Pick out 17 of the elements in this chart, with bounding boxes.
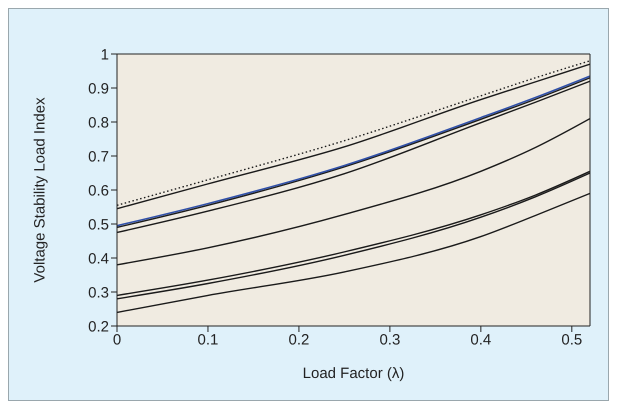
x-tick-label: 0 [112,332,122,349]
y-tick-label: 0.7 [88,148,109,166]
x-tick-label: 0.3 [379,332,400,349]
y-tick-label: 0.8 [88,114,109,132]
y-tick-label: 0.3 [88,284,109,302]
y-tick-label: 0.9 [88,80,109,98]
y-tick-label: 0.5 [88,216,109,234]
y-tick-label: 0.4 [88,250,109,268]
y-tick-label: 0.2 [88,318,109,336]
x-tick-label: 0.4 [470,332,492,349]
x-axis-title: Load Factor (λ) [302,365,404,382]
x-tick-label: 0.1 [198,332,218,349]
y-axis-title: Voltage Stability Load Index [31,96,48,283]
y-tick-label: 1 [100,46,109,64]
y-tick-label: 0.6 [88,182,109,200]
x-tick-label: 0.5 [561,332,582,349]
x-tick-label: 0.2 [288,332,310,349]
